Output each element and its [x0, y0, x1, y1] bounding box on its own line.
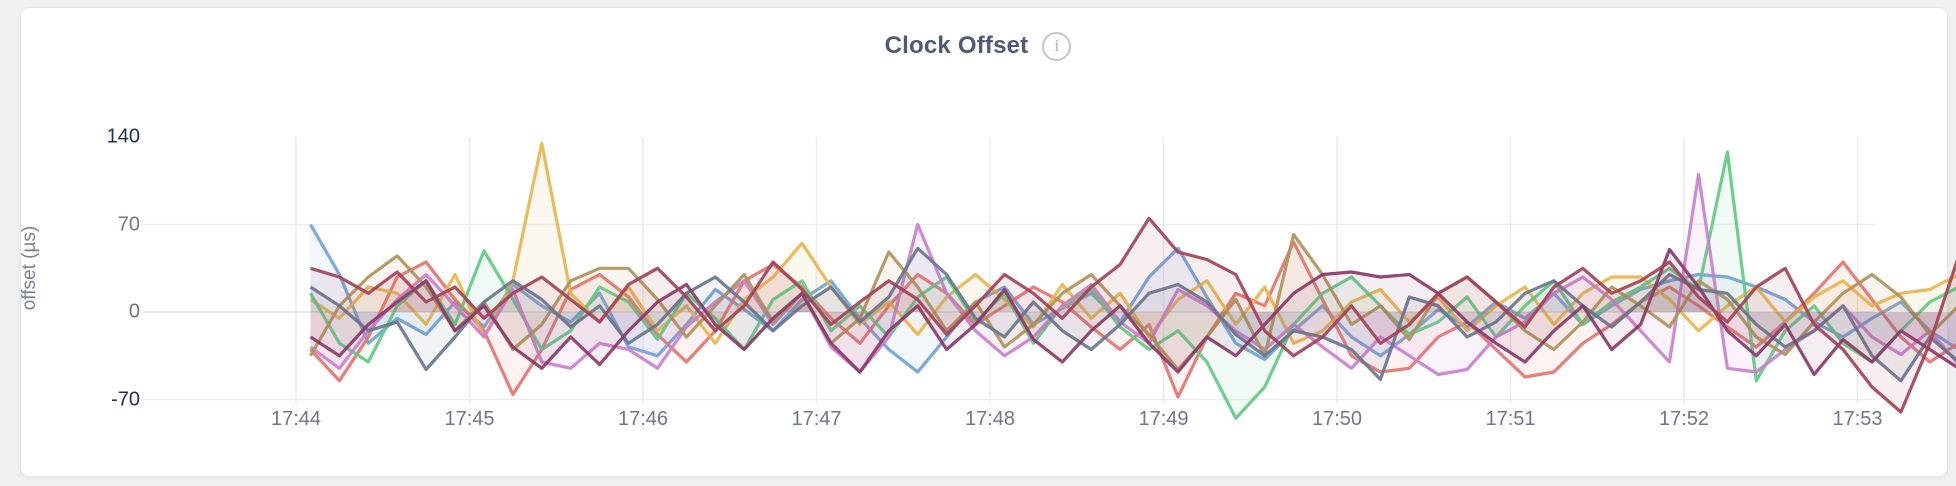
x-tick-label-17:47: 17:47	[791, 408, 842, 430]
x-tick-label-17:49: 17:49	[1138, 408, 1189, 430]
x-tick-label-17:52: 17:52	[1658, 408, 1710, 430]
x-tick-label-17:48: 17:48	[964, 408, 1016, 430]
x-tick-label-17:51: 17:51	[1485, 408, 1536, 430]
x-tick-label-17:46: 17:46	[617, 408, 669, 430]
y-tick-label-70: 70	[117, 213, 140, 235]
y-tick-label--70: -70	[111, 388, 140, 410]
chart-card	[20, 7, 1948, 477]
y-tick-label-140: 140	[106, 125, 140, 148]
chart-title: Clock Offset	[884, 32, 1029, 59]
chart-header: Clock Offset i	[0, 26, 1956, 66]
info-icon[interactable]: i	[1042, 31, 1072, 61]
info-icon-glyph: i	[1054, 36, 1060, 55]
y-tick-label-0: 0	[128, 300, 140, 323]
x-tick-label-17:45: 17:45	[444, 408, 495, 430]
x-tick-label-17:50: 17:50	[1311, 408, 1363, 430]
x-tick-label-17:44: 17:44	[270, 408, 322, 430]
x-tick-label-17:53: 17:53	[1832, 408, 1883, 430]
